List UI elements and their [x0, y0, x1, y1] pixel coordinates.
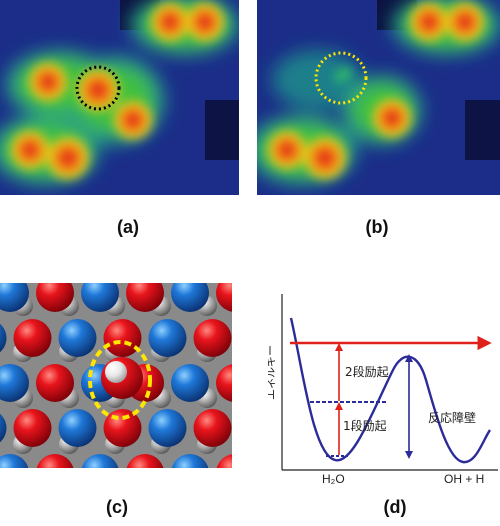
metal-atom: [81, 283, 119, 312]
oxygen-atom: [126, 283, 164, 312]
metal-atom: [148, 409, 187, 447]
oxygen-atom: [36, 283, 74, 312]
metal-atom: [0, 364, 29, 402]
metal-atom: [0, 454, 29, 468]
metal-atom: [0, 413, 7, 443]
oxygen-atom: [36, 454, 74, 468]
metal-atom: [171, 454, 209, 468]
metal-atom: [171, 364, 209, 402]
y-axis-label: エネルギー: [268, 345, 277, 400]
water-molecule: [101, 357, 143, 399]
metal-atom: [0, 323, 7, 353]
potential-energy-curve: [289, 317, 492, 464]
metal-atom: [58, 409, 97, 447]
oxygen-atom: [36, 364, 74, 402]
oxygen-atom: [216, 283, 232, 312]
metal-atom: [81, 454, 119, 468]
oxygen-atom: [103, 319, 142, 357]
caption-c: (c): [106, 497, 128, 517]
x-label-right: OH + H: [444, 472, 485, 486]
caption-d: (d): [383, 497, 407, 517]
highlight-circle-black: [75, 65, 121, 111]
oxygen-atom: [13, 409, 52, 447]
x-label-left: H₂O: [322, 472, 345, 486]
oxygen-atom: [193, 319, 232, 357]
caption-b: (b): [365, 217, 389, 237]
panel-d-energy-diagram: エネルギー 2段励起 1段励起 反応障壁 H₂O OH + H: [268, 280, 500, 486]
oxygen-atom: [216, 454, 232, 468]
first-excitation-label: 1段励起: [343, 418, 387, 433]
barrier-label: 反応障壁: [428, 410, 476, 425]
highlight-circle-yellow: [314, 51, 368, 105]
panel-b-stm-image: [257, 0, 500, 195]
highlight-ellipse-yellow: [88, 340, 152, 420]
water-hydrogen-atom: [105, 361, 127, 383]
metal-atom: [171, 283, 209, 312]
metal-atom: [0, 283, 29, 312]
caption-a: (a): [117, 217, 139, 237]
oxygen-atom: [126, 454, 164, 468]
oxygen-atom: [216, 364, 232, 402]
panel-c-atomic-model: [0, 283, 232, 468]
metal-atom: [148, 319, 187, 357]
second-excitation-label: 2段励起: [345, 364, 389, 379]
oxygen-atom: [193, 409, 232, 447]
metal-atom: [58, 319, 97, 357]
panel-a-stm-image: [0, 0, 239, 195]
oxygen-atom: [13, 319, 52, 357]
